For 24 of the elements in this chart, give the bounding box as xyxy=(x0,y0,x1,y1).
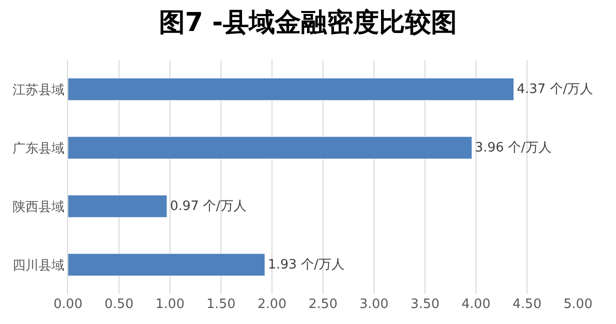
x-tick-label: 3.00 xyxy=(360,297,388,312)
y-tick-label: 江苏县域 xyxy=(12,82,64,98)
chart-title: 图7 -县域金融密度比较图 xyxy=(159,8,457,38)
bar xyxy=(68,78,514,101)
x-tick-label: 2.50 xyxy=(308,297,338,312)
x-tick-label: 3.50 xyxy=(410,297,440,312)
x-tick-label: 5.00 xyxy=(564,297,592,312)
data-label: 3.96 个/万人 xyxy=(474,140,552,156)
x-tick-label: 0.00 xyxy=(54,297,82,312)
x-tick-label: 2.00 xyxy=(258,297,286,312)
x-tick-label: 1.50 xyxy=(206,297,236,312)
bar xyxy=(68,253,266,276)
x-tick-label: 4.00 xyxy=(462,297,490,312)
data-label: 4.37 个/万人 xyxy=(516,82,594,97)
x-tick-label: 1.00 xyxy=(156,297,184,312)
x-tick-label: 4.50 xyxy=(512,297,542,312)
y-tick-label: 四川县域 xyxy=(12,258,64,274)
x-tick-label: 0.50 xyxy=(104,297,134,312)
data-label: 1.93 个/万人 xyxy=(268,257,344,272)
bar xyxy=(68,136,472,160)
bar xyxy=(68,194,168,218)
data-label: 0.97 个/万人 xyxy=(170,198,246,214)
y-tick-label: 广东县域 xyxy=(12,141,64,156)
y-tick-label: 陕西县域 xyxy=(12,200,64,215)
